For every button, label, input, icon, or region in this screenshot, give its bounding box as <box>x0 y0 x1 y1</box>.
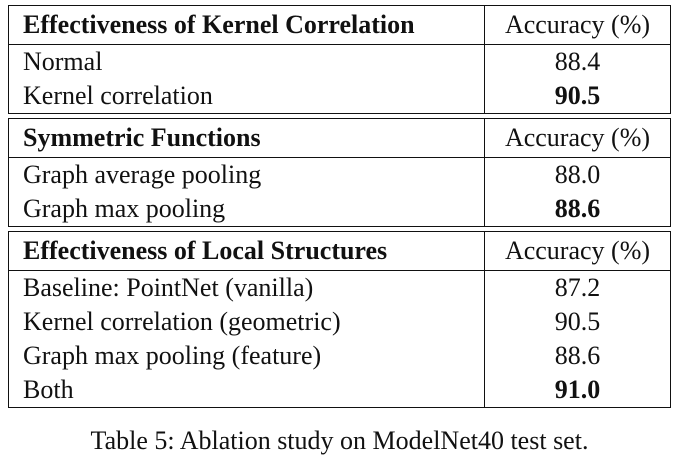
row-label: Graph average pooling <box>8 157 485 192</box>
group-header-metric: Accuracy (%) <box>484 118 671 158</box>
table-row: Kernel correlation (geometric) 90.5 <box>8 305 671 339</box>
table-row: Kernel correlation 90.5 <box>8 79 671 114</box>
row-label: Normal <box>8 44 485 79</box>
row-value: 87.2 <box>484 270 671 305</box>
group-header-label: Symmetric Functions <box>8 118 485 158</box>
row-value: 88.4 <box>484 44 671 79</box>
row-label: Kernel correlation <box>8 79 485 114</box>
table-caption: Table 5: Ablation study on ModelNet40 te… <box>90 426 589 455</box>
row-value-best: 90.5 <box>484 79 671 114</box>
row-value-best: 91.0 <box>484 373 671 408</box>
table-row: Baseline: PointNet (vanilla) 87.2 <box>8 270 671 305</box>
row-value: 88.0 <box>484 157 671 192</box>
group-header-symmetric-functions: Symmetric Functions Accuracy (%) <box>8 118 671 158</box>
table-row: Normal 88.4 <box>8 44 671 79</box>
row-label: Graph max pooling (feature) <box>8 339 485 373</box>
table-row: Graph average pooling 88.0 <box>8 157 671 192</box>
row-label: Both <box>8 373 485 408</box>
row-label: Baseline: PointNet (vanilla) <box>8 270 485 305</box>
group-header-metric: Accuracy (%) <box>484 5 671 45</box>
row-value: 90.5 <box>484 305 671 339</box>
group-header-kernel-correlation: Effectiveness of Kernel Correlation Accu… <box>8 5 671 45</box>
group-header-metric: Accuracy (%) <box>484 231 671 271</box>
row-label: Graph max pooling <box>8 192 485 227</box>
group-header-label: Effectiveness of Local Structures <box>8 231 485 271</box>
table-row: Both 91.0 <box>8 373 671 408</box>
group-header-label: Effectiveness of Kernel Correlation <box>8 5 485 45</box>
table-row: Graph max pooling (feature) 88.6 <box>8 339 671 373</box>
group-header-local-structures: Effectiveness of Local Structures Accura… <box>8 231 671 271</box>
row-value-best: 88.6 <box>484 192 671 227</box>
row-label: Kernel correlation (geometric) <box>8 305 485 339</box>
ablation-table: Effectiveness of Kernel Correlation Accu… <box>8 5 671 408</box>
table-row: Graph max pooling 88.6 <box>8 192 671 227</box>
ablation-table-container: Effectiveness of Kernel Correlation Accu… <box>8 5 671 408</box>
row-value: 88.6 <box>484 339 671 373</box>
